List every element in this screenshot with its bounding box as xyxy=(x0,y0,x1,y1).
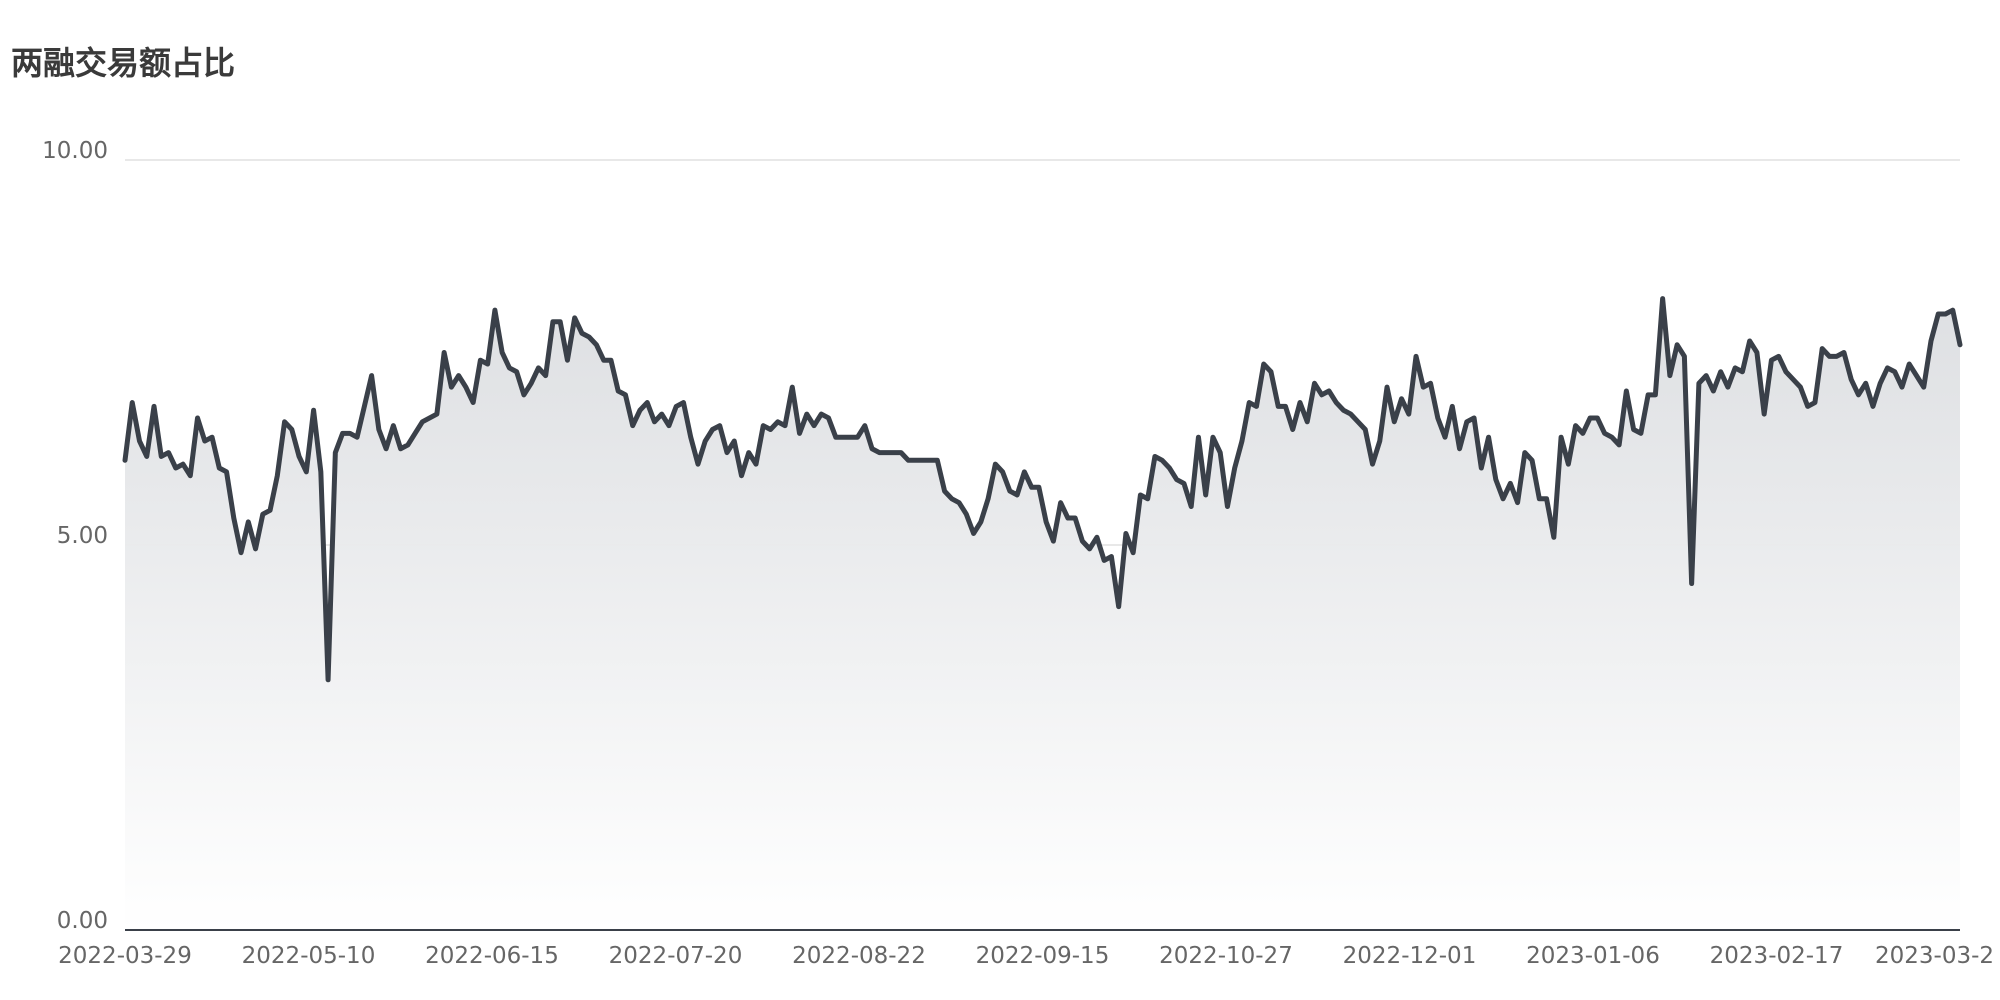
x-axis-ticks: 2022-03-29 2022-05-10 2022-06-15 2022-07-20… xyxy=(58,943,1994,969)
y-tick-label: 10.00 xyxy=(42,138,108,164)
x-tick-label: 2022-10-27 xyxy=(1159,943,1293,969)
y-tick-label: 5.00 xyxy=(57,523,108,549)
x-tick-label: 2022-09-15 xyxy=(976,943,1110,969)
chart-title: 两融交易额占比 xyxy=(11,44,236,82)
x-tick-label: 2022-03-29 xyxy=(58,943,192,969)
x-tick-label: 2023-03-2 xyxy=(1875,943,1994,969)
x-tick-label: 2022-07-20 xyxy=(609,943,743,969)
series-line xyxy=(122,296,1963,683)
x-tick-label: 2023-01-06 xyxy=(1526,943,1660,969)
x-tick-label: 2022-08-22 xyxy=(792,943,926,969)
y-tick-label: 0.00 xyxy=(57,908,108,934)
x-tick-label: 2022-12-01 xyxy=(1343,943,1477,969)
x-tick-label: 2022-06-15 xyxy=(425,943,559,969)
y-axis-ticks: 0.00 5.00 10.00 xyxy=(42,138,108,934)
series-area-fill xyxy=(125,298,1960,931)
x-tick-label: 2023-02-17 xyxy=(1710,943,1844,969)
x-tick-label: 2022-05-10 xyxy=(242,943,376,969)
